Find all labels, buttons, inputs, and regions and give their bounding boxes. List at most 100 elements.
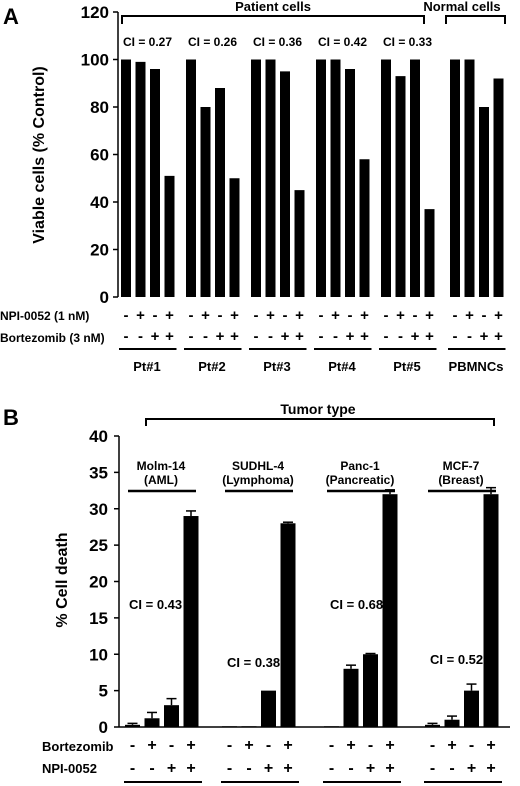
condition-symbol: - [153,307,158,324]
condition-symbol: - [329,760,334,777]
condition-symbol: - [138,328,143,345]
condition-symbol: - [169,737,174,754]
group-label-line2: (Breast) [438,473,483,487]
y-tick-label: 0 [99,718,108,737]
bar [280,523,296,727]
bar [479,107,489,297]
ci-label: CI = 0.68 [330,597,383,612]
condition-symbol: + [331,307,340,324]
group-label-line1: Panc-1 [340,459,380,473]
bracket-label: Tumor type [280,401,355,417]
bar [359,159,370,297]
condition-symbol: - [130,737,135,754]
condition-symbol: + [467,760,476,777]
bracket-label: Normal cells [423,0,500,14]
group-label: Pt#5 [393,359,420,374]
condition-symbol: + [486,737,495,754]
y-tick-label: 10 [89,645,108,664]
bar [294,190,305,297]
group-label: PBMNCs [449,359,504,374]
tumor-bracket [145,418,495,426]
condition-symbol: - [268,328,273,345]
condition-symbol: + [147,737,156,754]
y-tick-label: 40 [90,193,109,212]
condition-symbol: - [453,307,458,324]
condition-symbol: + [295,307,304,324]
group-label: Pt#4 [328,359,356,374]
ci-label: CI = 0.43 [129,597,182,612]
panel-a-label: A [3,4,19,29]
condition-symbol: + [465,307,474,324]
bar [316,59,326,297]
condition-symbol: - [348,760,353,777]
group-label-line1: Molm-14 [137,459,186,473]
y-tick-label: 35 [89,463,108,482]
condition-symbol: - [283,307,288,324]
group-label-line2: (Lymphoma) [222,473,294,487]
y-tick-label: 20 [90,241,109,260]
y-tick-label: 0 [100,288,109,307]
bar [164,175,175,297]
bar [186,59,196,297]
condition-symbol: - [384,307,389,324]
ci-label: CI = 0.36 [253,35,302,49]
condition-symbol: + [346,737,355,754]
condition-symbol: - [189,328,194,345]
condition-symbol: - [329,737,334,754]
condition-symbol: + [264,760,273,777]
y-tick-label: 80 [90,98,109,117]
bar [229,178,240,297]
bar [251,59,261,297]
group-label-line2: (AML) [144,473,178,487]
group-label-line2: (Pancreatic) [326,473,395,487]
bar [464,59,475,297]
condition-symbol: - [348,307,353,324]
row-label: NPI-0052 [42,761,97,776]
condition-symbol: + [385,760,394,777]
condition-symbol: - [368,737,373,754]
group-label: Pt#3 [263,359,290,374]
bar [215,88,225,297]
condition-symbol: - [218,307,223,324]
condition-symbol: - [453,328,458,345]
condition-symbol: + [186,760,195,777]
condition-symbol: + [494,328,503,345]
bar [425,724,440,727]
group-label-line1: MCF-7 [443,459,480,473]
condition-symbol: - [227,760,232,777]
condition-symbol: + [230,328,239,345]
condition-symbol: - [319,328,324,345]
bar [222,726,237,727]
bar [381,59,391,297]
condition-symbol: + [411,328,420,345]
bar [183,516,199,727]
condition-symbol: - [149,760,154,777]
condition-symbol: - [398,328,403,345]
condition-symbol: + [360,307,369,324]
bar [330,59,341,297]
condition-symbol: + [486,760,495,777]
condition-symbol: + [425,307,434,324]
bar [444,719,460,727]
condition-symbol: - [482,307,487,324]
y-tick-label: 15 [89,609,108,628]
ci-label: CI = 0.42 [318,35,367,49]
condition-symbol: - [266,737,271,754]
bar [382,494,398,727]
y-tick-label: 5 [99,682,108,701]
condition-symbol: + [366,760,375,777]
condition-symbol: - [467,328,472,345]
bar [424,209,435,297]
condition-symbol: - [333,328,338,345]
condition-symbol: + [447,737,456,754]
bar [464,690,479,727]
y-axis-title: % Cell death [54,532,71,627]
y-tick-label: 60 [90,146,109,165]
y-tick-label: 40 [89,427,108,446]
bar [121,59,131,297]
condition-symbol: + [480,328,489,345]
row-label: Bortezomib (3 nM) [0,331,105,345]
bar [363,654,378,727]
condition-symbol: + [216,328,225,345]
